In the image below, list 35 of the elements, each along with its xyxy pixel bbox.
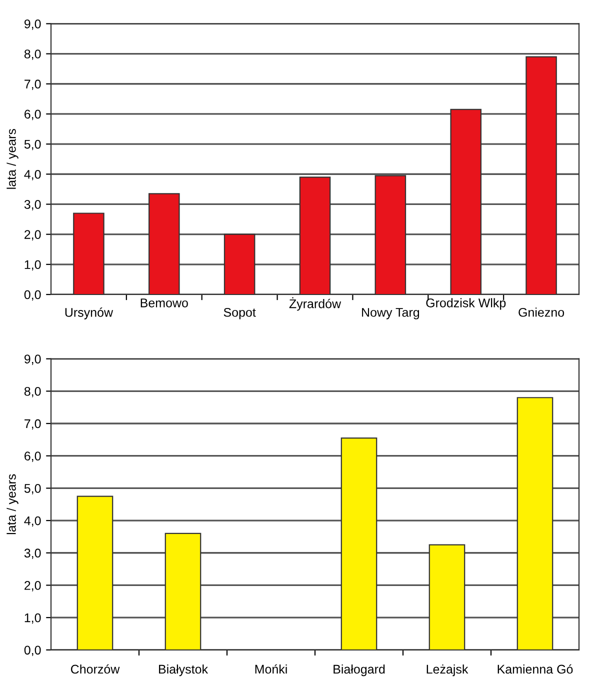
x-tick-label: Gniezno xyxy=(518,308,564,317)
y-axis-title: lata / years xyxy=(6,474,18,534)
y-tick-label: 6,0 xyxy=(24,452,41,462)
y-tick-label: 3,0 xyxy=(24,200,41,210)
y-tick-label: 3,0 xyxy=(24,548,41,560)
y-tick-label: 4,0 xyxy=(24,516,41,527)
x-tick-label: Ursynów xyxy=(65,308,114,320)
y-tick-label: 6,0 xyxy=(24,110,41,120)
x-tick-label: Bemowo xyxy=(140,298,188,308)
x-tick-label: Kamienna Gó xyxy=(498,664,573,674)
y-tick-label: 0,0 xyxy=(24,290,41,301)
y-tick-label: 9,0 xyxy=(24,354,41,365)
y-tick-label: 1,0 xyxy=(24,260,41,271)
y-axis-title: lata / years xyxy=(6,128,18,189)
y-tick-label: 8,0 xyxy=(24,50,41,60)
y-tick-label: 0,0 xyxy=(24,646,41,656)
x-tick-label: Nowy Targ xyxy=(362,308,420,320)
y-tick-label: 2,0 xyxy=(24,230,41,240)
y-tick-label: 5,0 xyxy=(24,140,41,150)
y-tick-label: 5,0 xyxy=(24,484,41,494)
y-tick-label: 2,0 xyxy=(24,581,41,592)
x-tick-label: Białogard xyxy=(334,664,385,676)
y-tick-label: 7,0 xyxy=(24,419,41,430)
x-tick-label: Mońki xyxy=(255,664,287,674)
y-tick-label: 8,0 xyxy=(24,386,41,398)
x-tick-label: Chorzów xyxy=(70,664,120,674)
x-tick-label: Sopot xyxy=(224,308,256,320)
y-tick-label: 4,0 xyxy=(24,170,41,180)
y-tick-label: 1,0 xyxy=(24,613,41,624)
x-tick-label: Żyrardów xyxy=(289,297,342,311)
x-tick-label: Leżajsk xyxy=(426,664,468,676)
x-tick-label: Grodzisk Wlkp xyxy=(426,298,506,310)
x-tick-label: Białystok xyxy=(159,664,208,676)
y-tick-label: 9,0 xyxy=(24,19,41,30)
y-tick-label: 7,0 xyxy=(24,80,41,90)
